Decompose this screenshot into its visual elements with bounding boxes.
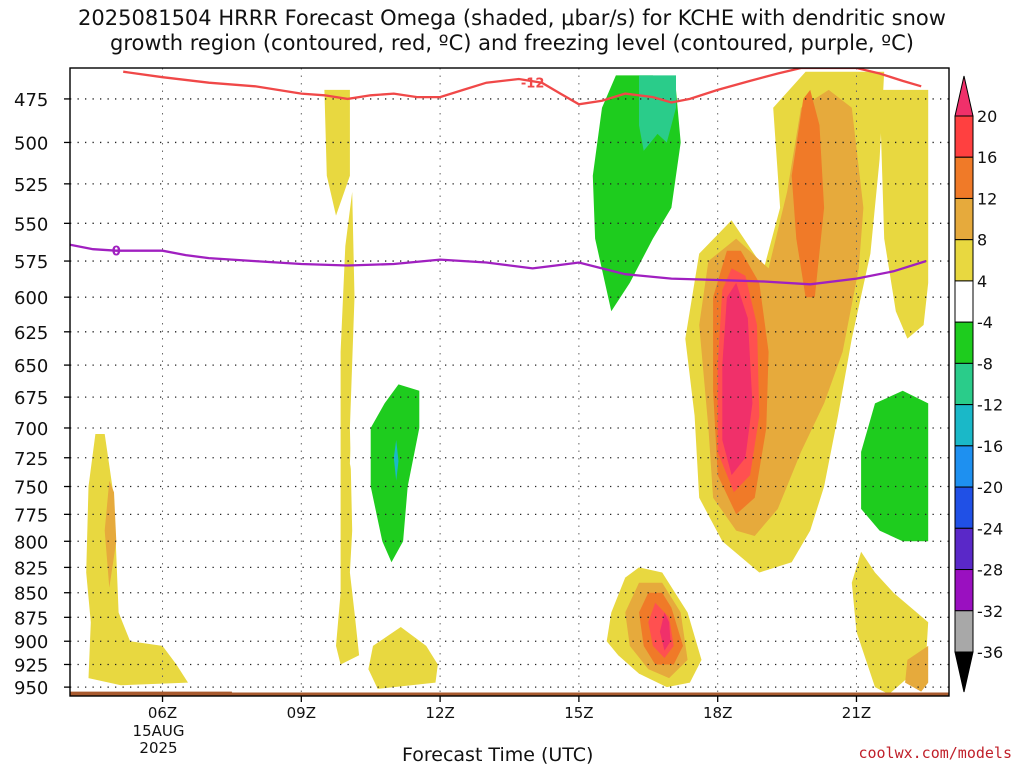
xtick-sublabel-0: 15AUG — [133, 722, 185, 740]
ytick-label-850: 850 — [14, 584, 48, 605]
ytick-label-500: 500 — [14, 133, 48, 154]
omega-region-4-12 — [851, 551, 929, 695]
omega-region-m8-22 — [370, 384, 420, 563]
colorbar-segment-9 — [954, 486, 974, 529]
chart-title: 2025081504 HRRR Forecast Omega (shaded, … — [78, 6, 946, 55]
colorbar-label-m12: -12 — [977, 396, 1003, 415]
colorbar-label-8: 8 — [977, 231, 987, 250]
omega-region-20-18 — [722, 282, 753, 476]
ytick-label-775: 775 — [14, 505, 48, 526]
ytick-label-875: 875 — [14, 608, 48, 629]
colorbar-segment-5 — [954, 321, 974, 364]
omega-region-4-2 — [368, 627, 438, 689]
xtick-label-06Z: 06Z — [148, 704, 177, 722]
colorbar-segment-11 — [954, 569, 974, 612]
colorbar-label-m4: -4 — [977, 313, 993, 332]
colorbar-label-4: 4 — [977, 272, 987, 291]
ytick-label-475: 475 — [14, 90, 48, 111]
colorbar-segment-0 — [954, 115, 974, 158]
plot-frame — [69, 67, 950, 697]
colorbar-label-m36: -36 — [977, 643, 1003, 662]
colorbar-segment-7 — [954, 404, 974, 447]
ytick-label-650: 650 — [14, 356, 48, 377]
colorbar-segment-6 — [954, 362, 974, 406]
xtick-label-12Z: 12Z — [425, 704, 454, 722]
colorbar-label-m32: -32 — [977, 602, 1003, 621]
omega-region-8-13 — [905, 645, 929, 692]
ytick-label-600: 600 — [14, 288, 48, 309]
ytick-label-925: 925 — [14, 655, 48, 676]
contour-0 — [70, 243, 927, 286]
omega-region-m12-25 — [639, 75, 676, 151]
colorbar-segment-1 — [954, 156, 974, 199]
ytick-label-675: 675 — [14, 388, 48, 409]
ytick-label-550: 550 — [14, 214, 48, 235]
omega-region-12-15 — [791, 89, 825, 298]
ytick-label-750: 750 — [14, 478, 48, 499]
ytick-label-800: 800 — [14, 532, 48, 553]
shading-layer: -12 0 — [70, 68, 949, 696]
colorbar-segment-4 — [954, 280, 974, 323]
xtick-label-09Z: 09Z — [287, 704, 316, 722]
omega-region-8-4 — [104, 480, 117, 588]
colorbar-segment-2 — [954, 197, 974, 241]
ytick-label-825: 825 — [14, 558, 48, 579]
colorbar-segment-10 — [954, 527, 974, 571]
omega-region-m8-24 — [861, 390, 929, 542]
terrain-strip — [70, 691, 949, 696]
colorbar-label-12: 12 — [977, 189, 997, 208]
xtick-label-21Z: 21Z — [842, 704, 871, 722]
credit-text[interactable]: coolwx.com/models — [858, 744, 1012, 762]
colorbar: 20 16 12 8 4 -4 -8 -12 -16 -20 -24 -28 -32 -36 — [954, 75, 1003, 693]
xtick-label-15Z: 15Z — [564, 704, 593, 722]
colorbar-label-20: 20 — [977, 107, 997, 126]
omega-region-4-11 — [879, 89, 929, 339]
ytick-label-525: 525 — [14, 175, 48, 196]
x-axis-label: Forecast Time (UTC) — [402, 744, 594, 766]
colorbar-label-m20: -20 — [977, 478, 1003, 497]
ytick-label-625: 625 — [14, 323, 48, 344]
contour-label-0: 0 — [112, 245, 121, 260]
colorbar-segment-3 — [954, 239, 974, 282]
omega-region-4-1 — [324, 89, 350, 216]
colorbar-label-16: 16 — [977, 148, 997, 167]
colorbar-label-m16: -16 — [977, 437, 1003, 456]
colorbar-label-m8: -8 — [977, 354, 993, 373]
colorbar-top-arrow — [954, 75, 974, 117]
xtick-sublabel-1: 2025 — [139, 739, 177, 757]
contour--12 — [123, 68, 922, 106]
ytick-label-900: 900 — [14, 632, 48, 653]
colorbar-segment-12 — [954, 610, 974, 653]
ytick-label-725: 725 — [14, 449, 48, 470]
colorbar-label-m24: -24 — [977, 519, 1003, 538]
ytick-label-700: 700 — [14, 419, 48, 440]
omega-region-m4-20 — [151, 142, 161, 269]
xtick-label-18Z: 18Z — [703, 704, 732, 722]
omega-region-m16-26 — [393, 440, 399, 481]
colorbar-bottom-arrow — [954, 651, 974, 693]
contour-label-m12: -12 — [521, 77, 545, 92]
ytick-label-950: 950 — [14, 678, 48, 699]
colorbar-segment-8 — [954, 445, 974, 488]
colorbar-label-m28: -28 — [977, 561, 1003, 580]
ytick-label-575: 575 — [14, 252, 48, 273]
